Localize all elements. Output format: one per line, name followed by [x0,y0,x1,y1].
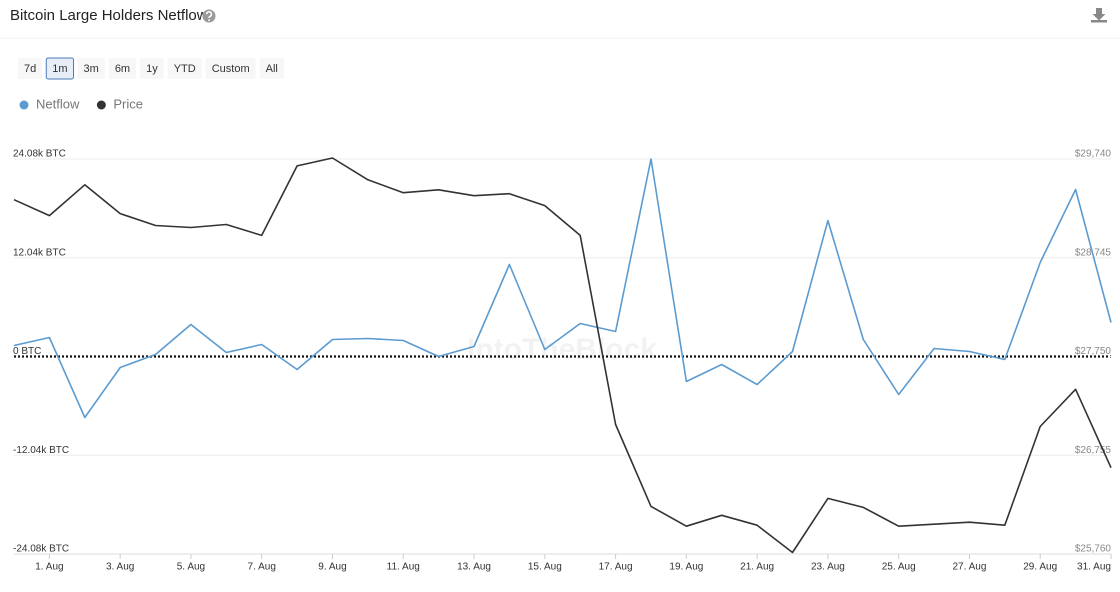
range-button-bg [108,58,137,79]
range-button-bg [167,58,202,79]
x-tick-label: 21. Aug [740,562,774,573]
y2-tick-label: $25,760 [1075,544,1112,555]
x-tick-label: 11. Aug [387,562,420,573]
range-button[interactable]: YTD [167,58,202,79]
x-tick-label: 13. Aug [457,562,491,573]
x-tick-label: 3. Aug [106,562,134,573]
y-tick-label: -24.08k BTC [13,544,69,555]
x-tick-label: 15. Aug [528,562,562,573]
x-tick-label: 9. Aug [318,562,346,573]
help-icon[interactable] [202,9,216,23]
range-button-bg [140,58,164,79]
range-button[interactable]: 1m [45,57,75,80]
x-tick-label: 23. Aug [811,562,845,573]
range-button-label: 1m [52,63,67,75]
x-tick-label: 17. Aug [599,562,633,573]
range-button-label: All [266,63,278,75]
y2-tick-label: $29,740 [1075,149,1112,160]
x-tick-label: 27. Aug [952,562,986,573]
range-button-bg [259,58,284,79]
range-button-bg [45,57,75,80]
range-button-bg [18,58,43,79]
range-button[interactable]: 7d [18,58,43,79]
legend-marker [19,100,29,110]
range-button[interactable]: All [259,58,284,79]
range-button-bg [205,58,256,79]
range-button-label: 3m [84,63,99,75]
x-tick-label: 25. Aug [882,562,916,573]
x-tick-label: 7. Aug [248,562,276,573]
range-button-bg [77,58,105,79]
y2-tick-label: $27,750 [1075,346,1112,357]
series-line [13,158,1112,419]
x-tick-label: 31. Aug [1077,562,1111,573]
range-button[interactable]: Custom [205,58,256,79]
legend-marker [96,100,106,110]
x-tick-label: 1. Aug [35,562,63,573]
legend-label: Price [113,96,143,111]
watermark: IntoTheBlock [467,333,657,366]
y-tick-label: 24.08k BTC [13,149,66,160]
series-line [13,157,1112,554]
range-button-label: 6m [115,63,130,75]
range-button[interactable]: 6m [108,58,137,79]
y-tick-label: 12.04k BTC [13,247,66,258]
download-icon[interactable] [1091,8,1107,23]
range-button[interactable]: 3m [77,58,105,79]
x-tick-label: 5. Aug [177,562,205,573]
y2-tick-label: $26,755 [1075,445,1112,456]
range-button-label: 1y [146,63,158,75]
y-tick-label: 0 BTC [13,346,41,357]
chart-title: Bitcoin Large Holders Netflow [10,7,208,24]
range-button-label: Custom [212,63,250,75]
range-button-label: 7d [24,63,36,75]
range-button[interactable]: 1y [140,58,164,79]
x-tick-label: 19. Aug [669,562,703,573]
x-tick-label: 29. Aug [1023,562,1057,573]
legend-label: Netflow [36,96,80,111]
range-button-label: YTD [174,63,196,75]
y-tick-label: -12.04k BTC [13,445,69,456]
